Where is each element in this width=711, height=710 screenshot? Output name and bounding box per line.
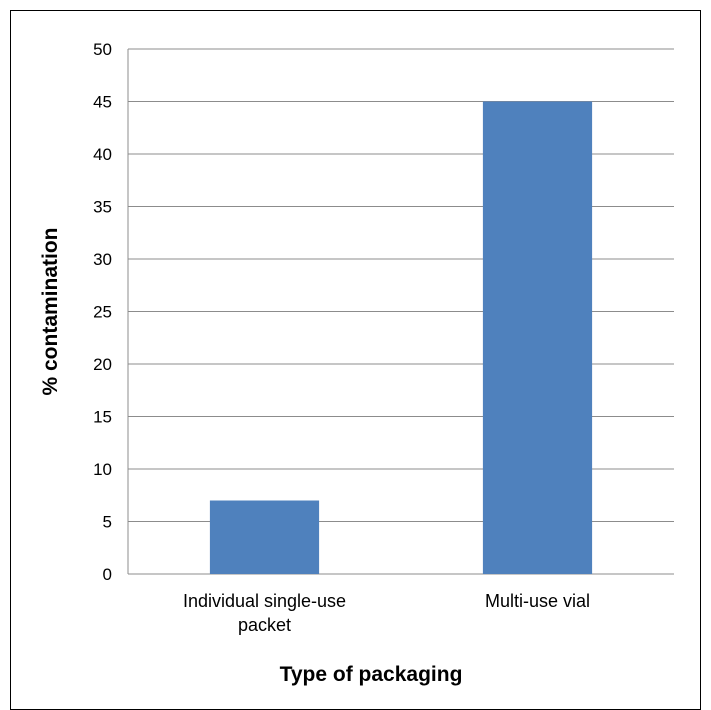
y-tick-label: 45 xyxy=(93,93,112,112)
bar-chart: 0 5 10 15 20 25 30 35 40 45 50 Individual single-u… xyxy=(39,40,674,686)
bars xyxy=(209,101,593,574)
y-tick-label: 10 xyxy=(93,460,112,479)
y-tick-label: 5 xyxy=(103,513,112,532)
x-axis-title: Type of packaging xyxy=(280,663,463,686)
y-tick-label: 20 xyxy=(93,355,112,374)
y-tick-label: 40 xyxy=(93,145,112,164)
y-tick-label: 15 xyxy=(93,408,112,427)
y-tick-label: 35 xyxy=(93,198,112,217)
y-tick-label: 30 xyxy=(93,250,112,269)
y-tick-label: 0 xyxy=(103,565,112,584)
y-axis-title: % contamination xyxy=(39,227,62,395)
y-tick-label: 50 xyxy=(93,40,112,59)
bar xyxy=(209,500,320,574)
x-category-labels: Individual single-use packet Multi-use via… xyxy=(183,591,590,635)
y-tick-labels: 0 5 10 15 20 25 30 35 40 45 50 xyxy=(93,40,112,584)
x-category-label: Multi-use vial xyxy=(485,591,590,611)
y-tick-label: 25 xyxy=(93,303,112,322)
x-category-label: packet xyxy=(238,615,291,635)
bar xyxy=(482,101,593,574)
x-category-label: Individual single-use xyxy=(183,591,346,611)
